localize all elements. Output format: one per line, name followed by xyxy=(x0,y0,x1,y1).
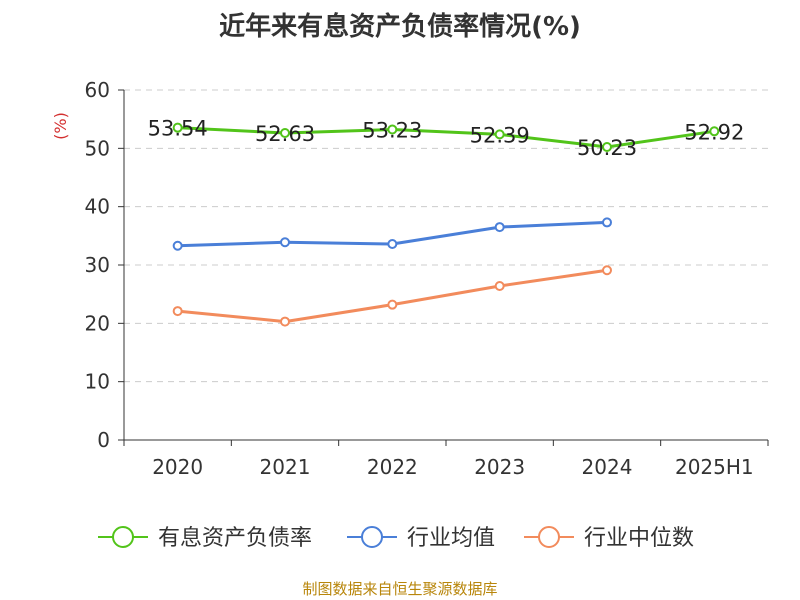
legend-marker xyxy=(538,526,560,548)
y-tick-label: 0 xyxy=(97,428,110,452)
data-point xyxy=(494,222,505,233)
data-point xyxy=(280,316,290,327)
legend-label: 行业中位数 xyxy=(584,526,694,551)
legend-marker xyxy=(112,526,134,548)
data-label: 53.23 xyxy=(362,118,422,142)
data-label: 50.23 xyxy=(577,136,637,160)
x-tick-label: 2025H1 xyxy=(675,455,754,479)
y-tick-label: 40 xyxy=(85,195,110,219)
data-label: 52.63 xyxy=(255,122,315,146)
y-tick-label: 50 xyxy=(85,136,110,160)
data-point xyxy=(172,240,183,251)
legend-marker xyxy=(361,526,383,548)
grid-layer xyxy=(124,89,768,383)
data-point xyxy=(172,306,183,317)
data-point xyxy=(602,217,612,228)
data-point xyxy=(280,237,290,248)
data-label: 53.54 xyxy=(148,117,208,141)
y-tick-label: 20 xyxy=(85,311,110,335)
data-label: 52.92 xyxy=(684,120,744,144)
x-tick-label: 2023 xyxy=(474,455,525,479)
legend-label: 有息资产负债率 xyxy=(158,526,312,551)
y-tick-label: 30 xyxy=(85,253,110,277)
legend: 有息资产负债率 行业均值 行业中位数 xyxy=(98,526,694,551)
series-line-2 xyxy=(177,268,608,324)
axis-layer: 0 10 20 30 40 50 60 2020 2021 2022 2023 2024 2025H1 (… xyxy=(51,78,769,479)
data-point xyxy=(494,129,505,140)
x-tick-label: 2021 xyxy=(260,455,311,479)
y-tick-label: 60 xyxy=(85,78,110,102)
y-tick-label: 10 xyxy=(85,370,110,394)
data-label: 52.39 xyxy=(470,123,530,147)
data-point xyxy=(709,126,720,137)
data-point xyxy=(387,124,398,135)
series-layer xyxy=(172,122,720,327)
x-tick-label: 2020 xyxy=(152,455,203,479)
y-axis-label: (%) xyxy=(51,112,70,140)
label-layer: 53.54 52.63 53.23 52.39 50.23 52.92 xyxy=(148,117,745,160)
chart-title: 近年来有息资产负债率情况(%) xyxy=(219,12,581,42)
data-point xyxy=(172,122,183,133)
legend-label: 行业均值 xyxy=(407,526,495,551)
data-point xyxy=(280,127,290,138)
x-tick-label: 2024 xyxy=(582,455,633,479)
data-point xyxy=(602,265,612,276)
source-note: 制图数据来自恒生聚源数据库 xyxy=(302,580,498,598)
data-point xyxy=(387,299,398,310)
series-line-0 xyxy=(177,126,715,149)
data-point xyxy=(602,141,612,152)
data-point xyxy=(494,281,505,291)
x-tick-label: 2022 xyxy=(367,455,418,479)
data-point xyxy=(387,239,398,249)
